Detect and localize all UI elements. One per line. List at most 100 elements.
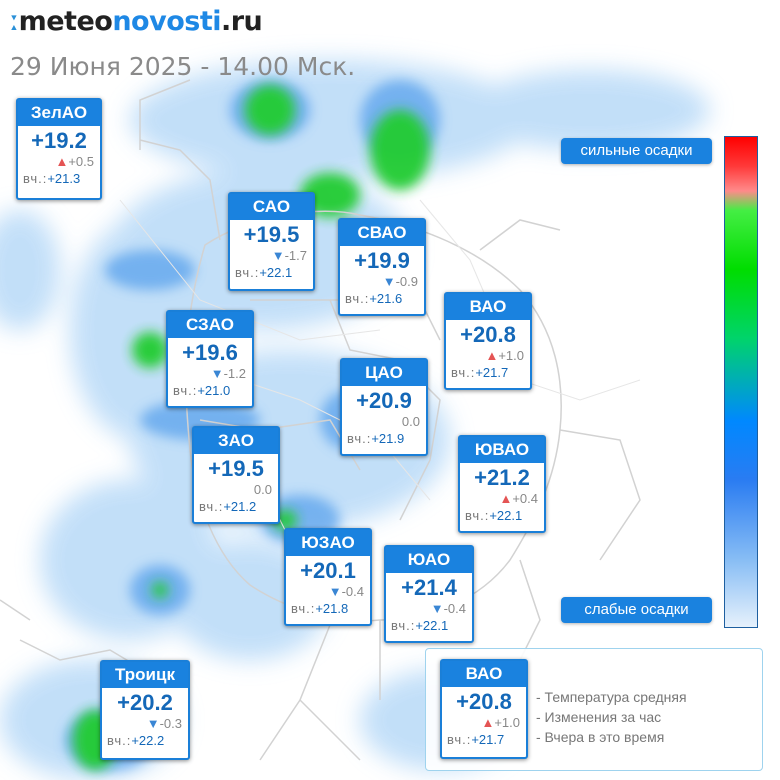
logo-mark-icon: ː (10, 6, 19, 37)
yesterday-label: вч.: (391, 618, 416, 633)
arrow-down-icon: ▼ (271, 248, 285, 263)
logo-text-domain: .ru (220, 6, 263, 37)
yesterday-label: вч.: (451, 365, 476, 380)
yesterday-temperature: вч.:+21.2 (194, 498, 278, 515)
district-name: САО (230, 194, 313, 220)
district-name: ЦАО (342, 360, 426, 386)
logo-text-novosti: novosti (112, 6, 221, 37)
hourly-change: ▼-1.2 (168, 366, 252, 382)
hourly-change: ▼-0.4 (386, 601, 472, 617)
hourly-change: 0.0 (194, 482, 278, 498)
scale-label-light: слабые осадки (561, 597, 712, 623)
legend-sample-name: ВАО (442, 661, 526, 687)
yesterday-temperature: вч.:+22.1 (386, 617, 472, 634)
district-name: ВАО (446, 294, 530, 320)
legend-item-average-temp: - Температура средняя (536, 689, 687, 705)
legend-sample-change: ▲+1.0 (442, 715, 526, 731)
district-temperature: +19.6 (182, 340, 238, 365)
legend-descriptions: - Температура средняя - Изменения за час… (536, 687, 687, 747)
district-name: ЗАО (194, 428, 278, 454)
yesterday-temperature: вч.:+21.9 (342, 430, 426, 447)
legend-item-yesterday: - Вчера в это время (536, 729, 665, 745)
legend-sample-card: ВАО +20.8 ▲+1.0 вч.:+21.7 (440, 659, 528, 759)
legend-box: ВАО +20.8 ▲+1.0 вч.:+21.7 - Температура … (425, 648, 763, 771)
yesterday-label: вч.: (447, 732, 472, 747)
yesterday-value: +22.1 (415, 618, 449, 633)
district-name: ЗелАО (18, 100, 100, 126)
scale-label-heavy: сильные осадки (561, 138, 712, 164)
district-card-szao[interactable]: СЗАО +19.6 ▼-1.2 вч.:+21.0 (166, 310, 254, 408)
yesterday-value: +21.7 (475, 365, 509, 380)
district-temperature: +21.2 (474, 465, 530, 490)
hourly-change-value: +0.4 (512, 491, 538, 506)
arrow-down-icon: ▼ (382, 274, 396, 289)
hourly-change: ▲+1.0 (446, 348, 530, 364)
district-name: СЗАО (168, 312, 252, 338)
hourly-change: 0.0 (342, 414, 426, 430)
hourly-change-value: -0.4 (341, 584, 364, 599)
yesterday-value: +22.1 (489, 508, 523, 523)
district-card-troitsk[interactable]: Троицк +20.2 ▼-0.3 вч.:+22.2 (100, 660, 190, 760)
arrow-up-icon: ▲ (499, 491, 513, 506)
district-card-vao[interactable]: ВАО +20.8 ▲+1.0 вч.:+21.7 (444, 292, 532, 390)
yesterday-label: вч.: (23, 171, 48, 186)
hourly-change: ▼-0.9 (340, 274, 424, 290)
yesterday-value: +21.2 (223, 499, 257, 514)
yesterday-label: вч.: (235, 265, 260, 280)
district-name: ЮВАО (460, 437, 544, 463)
yesterday-value: +21.7 (471, 732, 505, 747)
yesterday-label: вч.: (173, 383, 198, 398)
yesterday-value: +22.1 (259, 265, 293, 280)
date-time-subtitle: 29 Июня 2025 - 14.00 Мск. (10, 52, 356, 81)
district-card-yuao[interactable]: ЮАО +21.4 ▼-0.4 вч.:+22.1 (384, 545, 474, 643)
district-temperature: +19.9 (354, 248, 410, 273)
arrow-up-icon: ▲ (481, 715, 495, 730)
district-name: ЮЗАО (286, 530, 370, 556)
district-temperature: +19.5 (243, 222, 300, 247)
legend-sample-yesterday: вч.:+21.7 (442, 731, 526, 748)
district-temperature: +20.8 (460, 322, 516, 347)
legend-sample-temperature: +20.8 (456, 689, 512, 714)
hourly-change: ▼-0.3 (102, 716, 188, 732)
district-card-zelao[interactable]: ЗелАО +19.2 ▲+0.5 вч.:+21.3 (16, 98, 102, 200)
district-temperature: +20.1 (300, 558, 356, 583)
yesterday-value: +21.3 (47, 171, 81, 186)
district-temperature: +19.5 (208, 456, 264, 481)
district-card-yuvao[interactable]: ЮВАО +21.2 ▲+0.4 вч.:+22.1 (458, 435, 546, 533)
hourly-change: ▲+0.4 (460, 491, 544, 507)
yesterday-value: +21.9 (371, 431, 405, 446)
hourly-change-value: -0.3 (159, 716, 182, 731)
district-temperature: +20.9 (356, 388, 412, 413)
hourly-change-value: -1.7 (284, 248, 307, 263)
arrow-down-icon: ▼ (430, 601, 444, 616)
logo-text-meteo: meteo (18, 6, 113, 37)
hourly-change-value: -1.2 (223, 366, 246, 381)
yesterday-label: вч.: (465, 508, 490, 523)
arrow-up-icon: ▲ (55, 154, 69, 169)
district-card-zao[interactable]: ЗАО +19.5 0.0 вч.:+21.2 (192, 426, 280, 524)
hourly-change-value: +0.5 (68, 154, 94, 169)
legend-item-hourly-change: - Изменения за час (536, 709, 662, 725)
yesterday-temperature: вч.:+22.1 (460, 507, 544, 524)
district-name: СВАО (340, 220, 424, 246)
yesterday-temperature: вч.:+22.2 (102, 732, 188, 749)
yesterday-temperature: вч.:+22.1 (230, 264, 313, 281)
district-temperature: +19.2 (31, 128, 87, 153)
district-card-svao[interactable]: СВАО +19.9 ▼-0.9 вч.:+21.6 (338, 218, 426, 316)
arrow-down-icon: ▼ (328, 584, 342, 599)
yesterday-temperature: вч.:+21.8 (286, 600, 370, 617)
hourly-change: ▲+0.5 (18, 154, 100, 170)
hourly-change-value: 0.0 (253, 482, 272, 497)
district-card-yuzao[interactable]: ЮЗАО +20.1 ▼-0.4 вч.:+21.8 (284, 528, 372, 626)
district-temperature: +20.2 (117, 690, 173, 715)
yesterday-temperature: вч.:+21.6 (340, 290, 424, 307)
site-logo[interactable]: ːmeteonovosti.ru (10, 6, 263, 37)
district-name: ЮАО (386, 547, 472, 573)
hourly-change-value: -0.9 (395, 274, 418, 289)
district-card-sao[interactable]: САО +19.5 ▼-1.7 вч.:+22.1 (228, 192, 315, 291)
arrow-down-icon: ▼ (146, 716, 160, 731)
yesterday-label: вч.: (291, 601, 316, 616)
district-card-cao[interactable]: ЦАО +20.9 0.0 вч.:+21.9 (340, 358, 428, 456)
yesterday-temperature: вч.:+21.0 (168, 382, 252, 399)
yesterday-label: вч.: (347, 431, 372, 446)
